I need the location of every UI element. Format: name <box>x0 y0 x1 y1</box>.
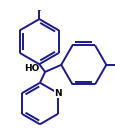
Text: N: N <box>54 89 61 98</box>
Text: HO: HO <box>24 64 40 73</box>
